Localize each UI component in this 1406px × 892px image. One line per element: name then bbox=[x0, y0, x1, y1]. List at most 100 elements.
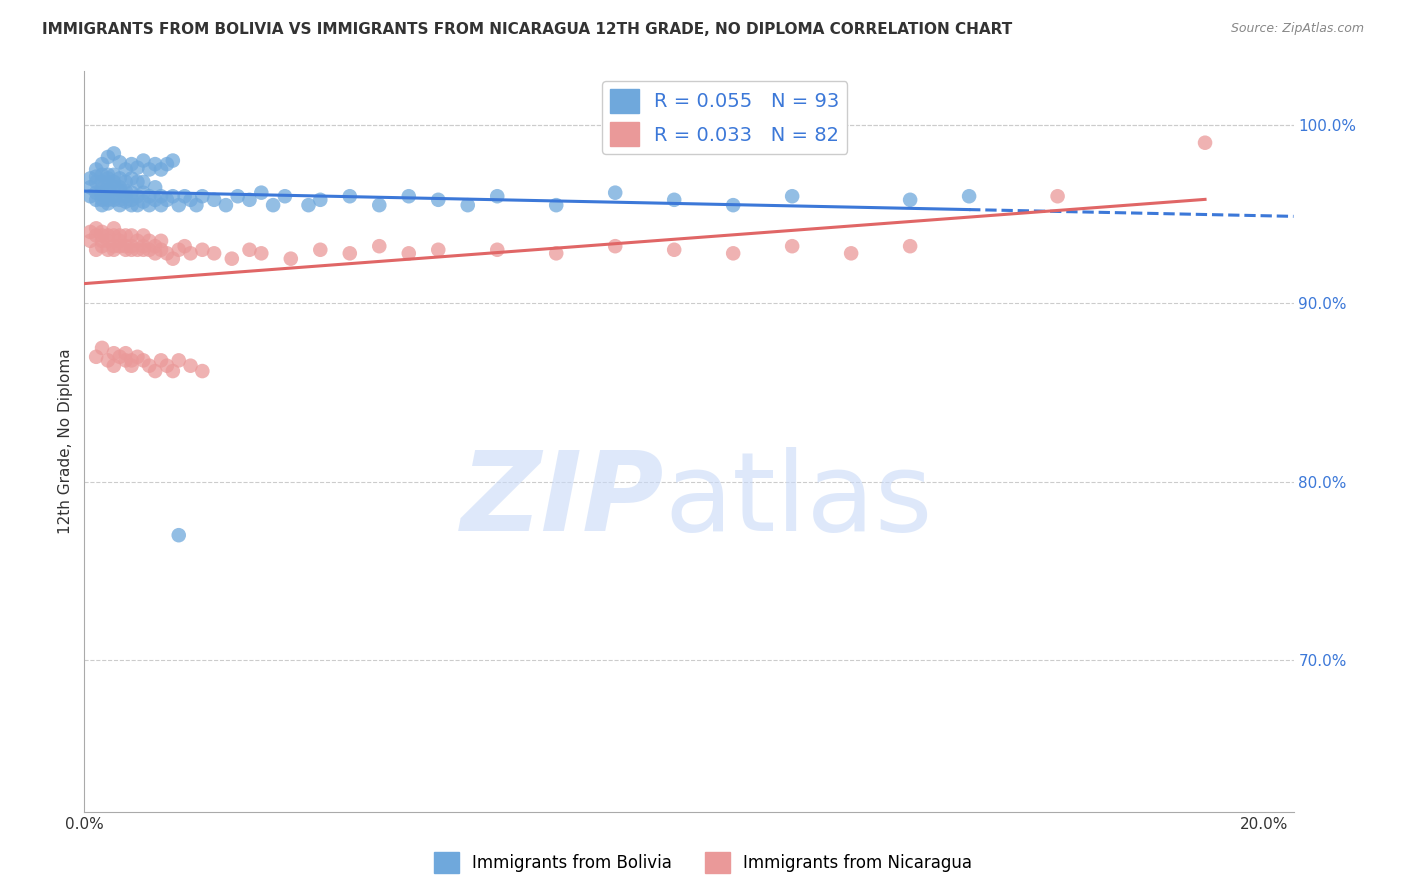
Point bbox=[664, 193, 686, 207]
Point bbox=[108, 193, 131, 207]
Point bbox=[103, 239, 125, 253]
Point bbox=[127, 243, 149, 257]
Point bbox=[138, 162, 160, 177]
Point bbox=[132, 186, 155, 200]
Point bbox=[180, 246, 202, 260]
Point bbox=[180, 193, 202, 207]
Point bbox=[84, 221, 107, 235]
Point bbox=[398, 246, 420, 260]
Point bbox=[262, 198, 284, 212]
Point bbox=[114, 175, 136, 189]
Point bbox=[167, 243, 190, 257]
Point bbox=[91, 182, 114, 196]
Point bbox=[143, 180, 166, 194]
Point bbox=[121, 353, 143, 368]
Point bbox=[138, 198, 160, 212]
Point bbox=[103, 243, 125, 257]
Point bbox=[91, 234, 114, 248]
Point bbox=[221, 252, 243, 266]
Point bbox=[309, 193, 332, 207]
Point bbox=[84, 175, 107, 189]
Point bbox=[173, 189, 195, 203]
Point bbox=[84, 243, 107, 257]
Point bbox=[97, 184, 120, 198]
Point bbox=[84, 193, 107, 207]
Point bbox=[103, 193, 125, 207]
Point bbox=[114, 194, 136, 209]
Point bbox=[91, 175, 114, 189]
Point bbox=[339, 246, 361, 260]
Point bbox=[132, 353, 155, 368]
Point bbox=[191, 243, 214, 257]
Point bbox=[127, 198, 149, 212]
Point bbox=[132, 243, 155, 257]
Point bbox=[156, 157, 179, 171]
Point bbox=[97, 353, 120, 368]
Point bbox=[427, 193, 450, 207]
Point bbox=[339, 189, 361, 203]
Point bbox=[138, 234, 160, 248]
Legend: Immigrants from Bolivia, Immigrants from Nicaragua: Immigrants from Bolivia, Immigrants from… bbox=[427, 846, 979, 880]
Point bbox=[191, 189, 214, 203]
Point bbox=[132, 194, 155, 209]
Point bbox=[150, 162, 173, 177]
Point bbox=[1046, 189, 1069, 203]
Point bbox=[97, 228, 120, 243]
Point bbox=[97, 171, 120, 186]
Point bbox=[150, 243, 173, 257]
Point bbox=[162, 252, 184, 266]
Point bbox=[280, 252, 302, 266]
Text: atlas: atlas bbox=[665, 447, 934, 554]
Point bbox=[898, 193, 921, 207]
Point bbox=[121, 359, 143, 373]
Point bbox=[97, 168, 120, 182]
Point bbox=[427, 243, 450, 257]
Point bbox=[97, 193, 120, 207]
Text: ZIP: ZIP bbox=[461, 447, 665, 554]
Point bbox=[108, 239, 131, 253]
Point bbox=[127, 189, 149, 203]
Point bbox=[546, 246, 568, 260]
Point bbox=[108, 184, 131, 198]
Point bbox=[457, 198, 479, 212]
Point bbox=[150, 353, 173, 368]
Point bbox=[238, 243, 260, 257]
Point bbox=[486, 189, 509, 203]
Legend: R = 0.055   N = 93, R = 0.033   N = 82: R = 0.055 N = 93, R = 0.033 N = 82 bbox=[602, 81, 848, 153]
Point bbox=[250, 246, 273, 260]
Point bbox=[398, 189, 420, 203]
Point bbox=[150, 198, 173, 212]
Point bbox=[957, 189, 980, 203]
Point bbox=[238, 193, 260, 207]
Point bbox=[97, 180, 120, 194]
Point bbox=[127, 175, 149, 189]
Point bbox=[91, 168, 114, 182]
Point bbox=[114, 243, 136, 257]
Point bbox=[162, 364, 184, 378]
Point bbox=[108, 155, 131, 169]
Point bbox=[186, 198, 208, 212]
Point bbox=[121, 171, 143, 186]
Point bbox=[167, 528, 190, 542]
Point bbox=[309, 243, 332, 257]
Point bbox=[114, 228, 136, 243]
Point bbox=[103, 168, 125, 182]
Point bbox=[297, 198, 319, 212]
Point bbox=[780, 189, 803, 203]
Point bbox=[91, 228, 114, 243]
Point bbox=[138, 243, 160, 257]
Point bbox=[156, 359, 179, 373]
Text: IMMIGRANTS FROM BOLIVIA VS IMMIGRANTS FROM NICARAGUA 12TH GRADE, NO DIPLOMA CORR: IMMIGRANTS FROM BOLIVIA VS IMMIGRANTS FR… bbox=[42, 22, 1012, 37]
Point bbox=[215, 198, 238, 212]
Point bbox=[780, 239, 803, 253]
Point bbox=[103, 146, 125, 161]
Point bbox=[114, 346, 136, 360]
Point bbox=[97, 243, 120, 257]
Point bbox=[180, 359, 202, 373]
Point bbox=[84, 350, 107, 364]
Point bbox=[84, 169, 107, 184]
Point bbox=[143, 246, 166, 260]
Point bbox=[91, 157, 114, 171]
Point bbox=[167, 353, 190, 368]
Point bbox=[108, 198, 131, 212]
